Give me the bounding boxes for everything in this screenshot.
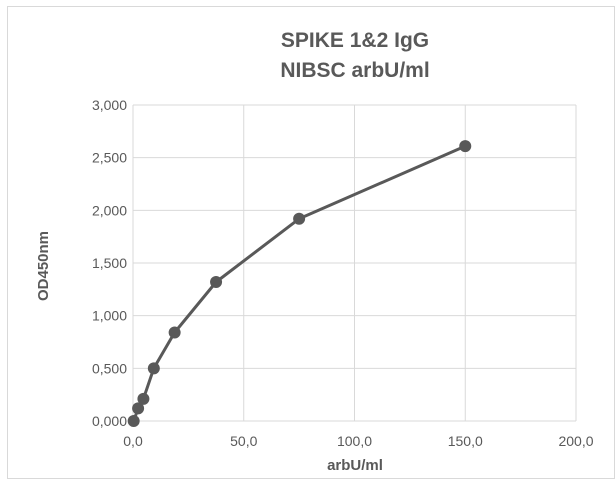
y-tick-label: 2,500 (92, 150, 127, 166)
chart-frame (7, 6, 615, 479)
series-line (132, 144, 466, 422)
data-point (147, 362, 160, 375)
x-tick-label: 150,0 (448, 433, 483, 449)
y-tick-label: 0,500 (92, 360, 127, 376)
x-tick-label: 0,0 (123, 433, 143, 449)
x-axis-label: arbU/ml (327, 457, 383, 474)
data-point (293, 212, 306, 225)
chart-title-line-2: NIBSC arbU/ml (280, 59, 429, 82)
x-tick-label: 50,0 (230, 433, 257, 449)
y-tick-label: 1,000 (92, 308, 127, 324)
y-tick-label: 0,000 (92, 413, 127, 429)
y-axis-label: OD450nm (35, 231, 52, 301)
x-axis-ticks: 0,0 50,0 100,0 150,0 200,0 (123, 433, 593, 449)
gridlines (132, 104, 577, 422)
data-point (127, 415, 140, 427)
y-tick-label: 3,000 (92, 97, 127, 113)
y-tick-label: 1,500 (92, 255, 127, 271)
data-point (459, 140, 472, 153)
data-series (127, 140, 472, 427)
chart-title-line-1: SPIKE 1&2 IgG (281, 29, 429, 52)
x-tick-label: 200,0 (558, 433, 593, 449)
data-point (137, 392, 150, 405)
data-point (210, 275, 223, 288)
y-axis-ticks: 0,000 0,500 1,000 1,500 2,000 2,500 3,000 (92, 97, 127, 429)
data-point (132, 402, 145, 415)
x-tick-label: 100,0 (337, 433, 372, 449)
data-point (168, 326, 181, 339)
y-tick-label: 2,000 (92, 202, 127, 218)
